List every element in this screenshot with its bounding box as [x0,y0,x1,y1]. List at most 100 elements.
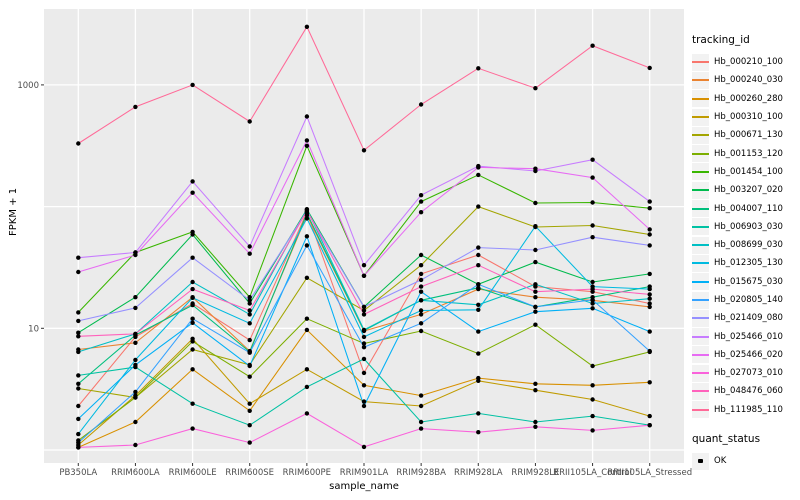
legend-item-Hb_008699_030: Hb_008699_030 [692,236,798,254]
data-point [476,282,481,287]
legend-key [692,163,709,181]
data-point [647,413,652,419]
data-point [533,381,538,386]
data-point [590,428,595,433]
data-point [647,243,652,248]
line-swatch-icon [692,170,709,173]
data-point [476,329,481,334]
line-swatch-icon [692,335,709,338]
data-point [476,351,481,356]
legend-key [692,452,709,470]
legend-item-label: Hb_021409_080 [714,313,783,324]
legend-key [692,273,709,291]
data-point [647,423,652,428]
data-point [647,301,652,306]
data-point [304,216,310,221]
data-points [76,24,652,450]
tracking-id-items: Hb_000210_100 Hb_000240_030 Hb_000260_280 H… [692,53,798,419]
legend-item-label: Hb_003207_020 [714,185,783,196]
data-point [190,295,195,300]
data-point [190,190,195,195]
data-point [476,245,481,250]
data-point [418,328,424,334]
data-point [247,363,252,369]
data-point [247,119,252,124]
data-point [533,282,538,287]
tick-labels: 1000 10 PB350LA RRIM600LA RRIM600LE RRIM600SE… [17,81,692,478]
legend-item-Hb_000260_280: Hb_000260_280 [692,90,798,108]
data-point [647,232,652,237]
data-point [476,378,481,383]
legend-item-label: Hb_015675_030 [714,276,783,287]
legend-item-Hb_000671_130: Hb_000671_130 [692,126,798,144]
legend-key [692,382,709,400]
x-axis-title: sample_name [329,481,399,492]
data-point [418,271,424,277]
legend-item-Hb_001153_120: Hb_001153_120 [692,144,798,163]
data-point [590,301,595,306]
data-point [133,442,138,448]
data-point [76,440,81,445]
data-point [76,445,81,450]
legend-item-Hb_003207_020: Hb_003207_020 [692,181,798,199]
y-axis-title: FPKM + 1 [8,187,19,236]
data-point [476,307,481,312]
data-point [418,252,424,258]
data-point [190,302,195,308]
data-point [418,102,424,107]
data-point [247,298,252,303]
data-point [361,263,367,268]
x-tick-label: PB350LA [59,468,97,478]
legend-item-Hb_012305_130: Hb_012305_130 [692,254,798,272]
legend-key [692,71,709,89]
legend-item-Hb_020805_140: Hb_020805_140 [692,291,798,309]
data-point [590,286,595,292]
data-point [361,273,367,278]
legend-item-label: Hb_027073_010 [714,368,783,379]
data-point [647,65,652,71]
legend-item-ok: OK [692,452,798,470]
data-point [76,373,81,378]
data-point [647,271,652,277]
data-point [647,292,652,297]
data-point [304,243,310,248]
data-point [247,251,252,256]
data-point [361,356,367,362]
data-point [76,349,81,355]
data-point [361,312,367,317]
data-point [418,289,424,294]
data-point [247,337,252,343]
line-swatch-icon [692,262,709,265]
data-point [533,309,538,314]
x-tick-label: RRIM901LA [340,468,389,478]
line-swatch-icon [692,299,709,301]
data-point [133,104,138,110]
x-tick-label: RRIM928BA [396,468,446,478]
x-tick-label: RRIM600LA [111,468,160,478]
data-point [361,444,367,450]
data-point [476,430,481,435]
data-point [190,279,195,285]
line-swatch-icon [692,134,709,137]
data-point [304,384,310,390]
data-point [247,408,252,413]
data-point [76,334,81,339]
data-point [418,403,424,409]
legend-item-label: Hb_048476_060 [714,386,783,397]
data-point [418,298,424,303]
data-point [647,380,652,385]
data-point [304,143,310,148]
data-point [247,350,252,355]
data-point [247,301,252,306]
legend-key [692,309,709,327]
legend-item-Hb_006903_030: Hb_006903_030 [692,218,798,236]
legend: tracking_id Hb_000210_100 Hb_000240_030 Hb… [692,34,798,470]
data-point [476,204,481,209]
legend-key [692,181,709,199]
data-point [247,401,252,406]
data-point [361,345,367,350]
legend-key [692,328,709,346]
data-point [247,312,252,317]
data-point [418,277,424,283]
data-point [590,175,595,180]
